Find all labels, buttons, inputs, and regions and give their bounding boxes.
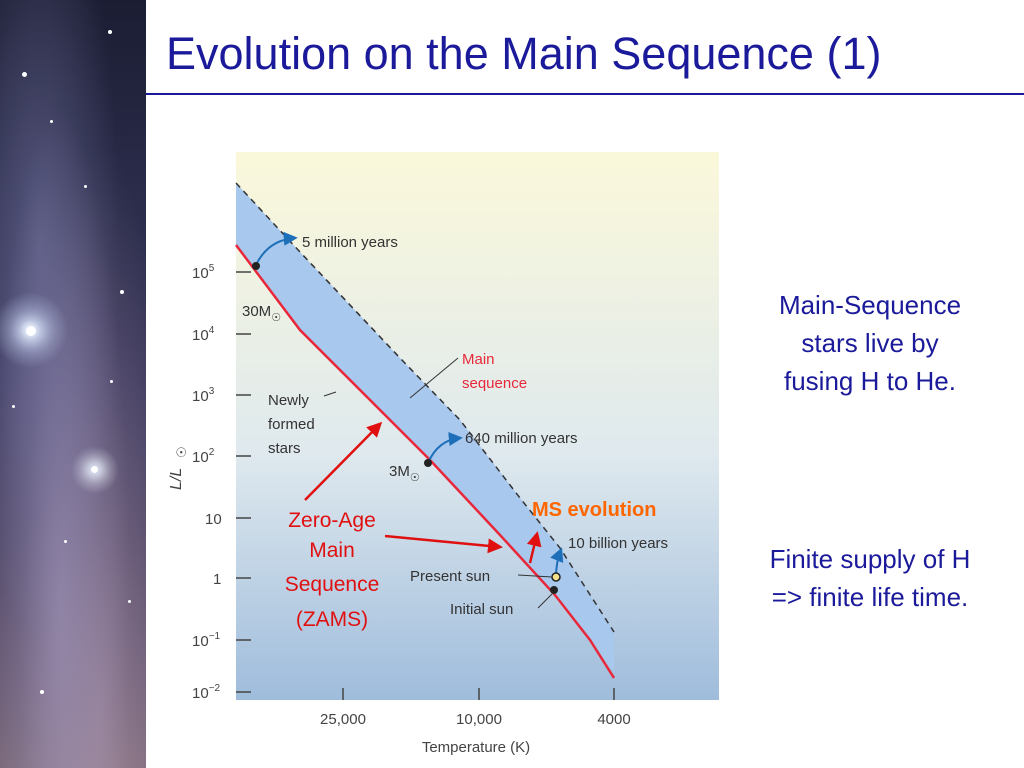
- text-line: Main-Sequence: [778, 290, 962, 320]
- y-tick-label: 103: [192, 386, 215, 405]
- ms-evolution-label: MS evolution: [532, 499, 656, 521]
- arrow-zams-right: [384, 534, 503, 554]
- y-tick-label: 10−1: [192, 631, 221, 650]
- main-sequence-band: [236, 183, 614, 672]
- x-tick-label: 25,000: [320, 711, 366, 728]
- y-axis: 105 104 103 102 10 1 10−1 10−2 L/L ☉: [168, 263, 251, 702]
- slide-title: Evolution on the Main Sequence (1): [166, 28, 882, 79]
- x-axis: 25,000 10,000 4000 Temperature (K): [320, 688, 631, 756]
- star-30-solar-mass-marker: [252, 262, 260, 270]
- text-line: stars live by: [801, 328, 939, 358]
- label-main-sequence-line-1: Main: [462, 351, 495, 368]
- text-line: => finite life time.: [771, 582, 969, 612]
- leader-present-sun: [517, 574, 553, 578]
- x-tick-label: 10,000: [456, 711, 502, 728]
- present-sun-marker: [551, 572, 561, 582]
- label-10-billion-years: 10 billion years: [568, 535, 668, 552]
- hr-diagram-main-sequence: 105 104 103 102 10 1 10−1 10−2 L/L ☉ 25,…: [168, 152, 719, 756]
- leader-main-sequence: [409, 357, 459, 399]
- arrow-ms-evolution: [526, 531, 542, 564]
- label-initial-sun: Initial sun: [450, 601, 513, 618]
- zams-label-line-1: Zero-Age: [288, 509, 376, 532]
- text-main-sequence-fusion: Main-Sequence stars live by fusing H to …: [735, 286, 1005, 400]
- arrow-3-solar-mass: [427, 432, 463, 464]
- text-line: fusing H to He.: [784, 366, 956, 396]
- title-underline: [146, 93, 1024, 95]
- label-3-solar-mass: 3M☉: [389, 463, 420, 484]
- y-tick-label: 1: [213, 571, 221, 588]
- arrow-30-solar-mass: [255, 231, 298, 266]
- zams-label-line-2: Main: [309, 539, 355, 562]
- zams-label-line-4: (ZAMS): [296, 608, 368, 631]
- zams-line: [235, 244, 616, 679]
- y-tick-label: 102: [192, 447, 215, 466]
- leader-newly-formed: [323, 391, 337, 397]
- zams-label-line-3: Sequence: [285, 573, 380, 596]
- y-tick-label: 10−2: [192, 683, 221, 702]
- y-tick-label: 104: [192, 325, 215, 344]
- y-tick-label: 10: [205, 511, 222, 528]
- star-3-solar-mass-marker: [424, 459, 432, 467]
- y-axis-label: L/L: [168, 468, 185, 490]
- x-tick-label: 4000: [597, 711, 630, 728]
- label-main-sequence-line-2: sequence: [462, 375, 527, 392]
- starfield-image-strip: [0, 0, 146, 768]
- label-newly-formed-3: stars: [268, 440, 301, 457]
- label-present-sun: Present sun: [410, 568, 490, 585]
- initial-sun-marker: [550, 586, 558, 594]
- label-newly-formed-1: Newly: [268, 392, 309, 409]
- leader-initial-sun: [537, 593, 553, 609]
- label-640-million-years: 640 million years: [465, 430, 578, 447]
- label-30-solar-mass: 30M☉: [242, 303, 281, 324]
- arrow-zams-up: [304, 421, 383, 501]
- sun-symbol: ☉: [174, 446, 189, 458]
- plot-background: [236, 152, 719, 700]
- y-tick-label: 105: [192, 263, 215, 282]
- label-newly-formed-2: formed: [268, 416, 315, 433]
- text-finite-supply: Finite supply of H => finite life time.: [730, 540, 1010, 616]
- label-5-million-years: 5 million years: [302, 234, 398, 251]
- text-line: Finite supply of H: [769, 544, 971, 574]
- x-axis-label: Temperature (K): [422, 739, 530, 756]
